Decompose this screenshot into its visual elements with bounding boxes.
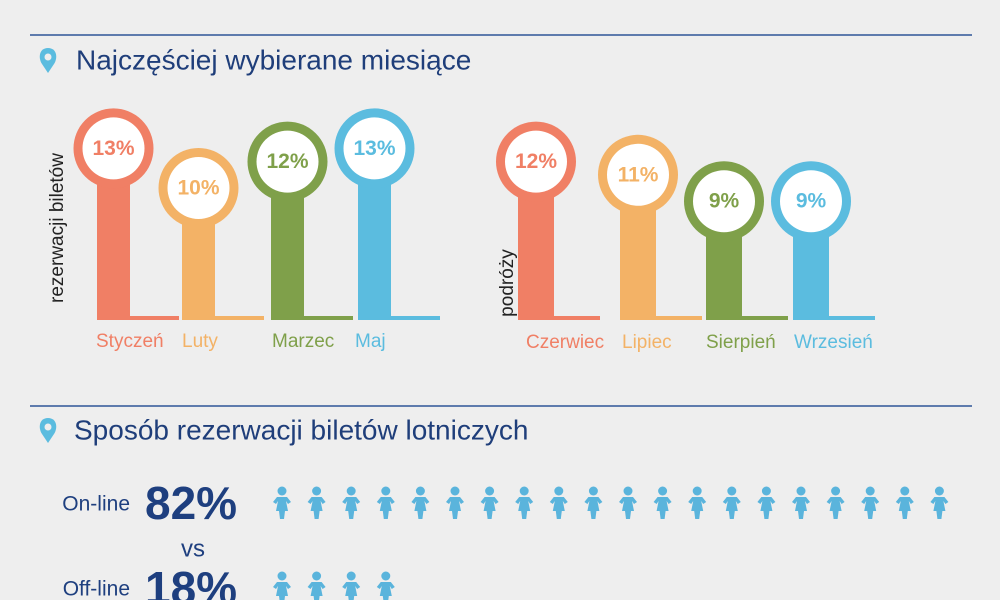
person-body [688, 497, 707, 519]
bubble-inner [343, 117, 406, 180]
value-label: 9% [709, 190, 740, 213]
person-head [381, 571, 391, 581]
category-label: Lipiec [622, 332, 672, 353]
category-label: Wrzesień [794, 332, 873, 353]
person-head [381, 486, 391, 496]
person-head [312, 571, 322, 581]
person-body [895, 497, 914, 519]
person-head [588, 486, 598, 496]
pin-icon [39, 418, 57, 443]
axis-label: podróży [497, 249, 518, 317]
person-head [658, 486, 668, 496]
person-head [727, 486, 737, 496]
person-body [480, 497, 499, 519]
value-label: 13% [353, 137, 395, 160]
person-body [411, 497, 430, 519]
category-label: Czerwiec [526, 332, 604, 353]
value-label: 11% [618, 163, 659, 186]
bar-foot [271, 316, 353, 320]
person-body [376, 497, 395, 519]
person-head [934, 486, 944, 496]
bubble-inner [505, 130, 567, 193]
people-row [273, 486, 949, 519]
bar-foot [182, 316, 264, 320]
person-body [446, 497, 464, 519]
person-body [342, 497, 361, 519]
value-label: 10% [177, 177, 219, 200]
bar-foot [706, 316, 788, 320]
person-body [619, 497, 637, 519]
section-title: Sposób rezerwacji biletów lotniczych [74, 414, 528, 445]
value-label: 12% [515, 150, 557, 173]
row-label: Off-line [63, 578, 130, 600]
axis-label: rezerwacji biletów [47, 153, 68, 303]
separator: vs [181, 535, 205, 562]
person-head [900, 486, 910, 496]
person-head [761, 486, 771, 496]
bubble-inner [256, 130, 319, 193]
person-body [342, 582, 361, 600]
category-label: Sierpień [706, 332, 776, 353]
person-body [584, 497, 603, 519]
person-body [792, 497, 810, 519]
bar-foot [620, 316, 702, 320]
person-body [930, 497, 949, 519]
person-body [376, 582, 395, 600]
person-head [312, 486, 322, 496]
bar-foot [358, 316, 440, 320]
bubble-inner [82, 117, 145, 180]
person-body [757, 497, 776, 519]
bubble-inner [607, 143, 669, 206]
person-head [692, 486, 702, 496]
bar-foot [793, 316, 875, 320]
person-head [865, 486, 875, 496]
person-head [346, 486, 356, 496]
person-head [796, 486, 806, 496]
person-body [861, 497, 880, 519]
pin-icon [39, 48, 57, 73]
person-body [515, 497, 534, 519]
bubble-inner [693, 170, 755, 233]
person-body [722, 497, 741, 519]
category-label: Luty [182, 331, 218, 352]
person-head [485, 486, 495, 496]
section-title: Najczęściej wybierane miesiące [76, 44, 471, 75]
person-head [415, 486, 425, 496]
person-body [653, 497, 672, 519]
person-body [826, 497, 845, 519]
row-label: On-line [62, 493, 130, 516]
person-body [273, 582, 291, 600]
bar-foot [97, 316, 179, 320]
people-row [273, 571, 395, 600]
person-head [277, 571, 287, 581]
category-label: Marzec [272, 331, 334, 352]
person-head [554, 486, 564, 496]
value-label: 9% [796, 190, 827, 213]
category-label: Styczeń [96, 331, 164, 352]
category-label: Maj [355, 331, 386, 352]
person-head [519, 486, 529, 496]
row-value: 18% [145, 562, 237, 600]
person-head [623, 486, 633, 496]
value-label: 12% [266, 150, 308, 173]
person-body [307, 582, 326, 600]
person-head [277, 486, 287, 496]
person-body [549, 497, 568, 519]
row-value: 82% [145, 477, 237, 529]
bubble-inner [780, 170, 842, 233]
person-head [450, 486, 460, 496]
bar-foot [518, 316, 600, 320]
person-body [273, 497, 291, 519]
person-head [831, 486, 841, 496]
value-label: 13% [92, 137, 134, 160]
person-body [307, 497, 326, 519]
person-head [346, 571, 356, 581]
bubble-inner [167, 157, 230, 219]
